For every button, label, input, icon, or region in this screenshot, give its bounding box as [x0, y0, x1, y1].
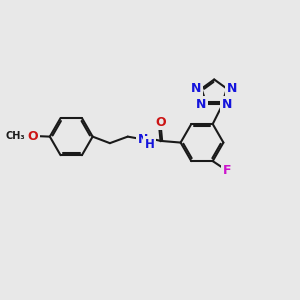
- Text: O: O: [28, 130, 38, 142]
- Text: N: N: [196, 98, 206, 111]
- Text: CH₃: CH₃: [5, 131, 25, 141]
- Text: N: N: [222, 98, 232, 111]
- Text: N: N: [227, 82, 237, 95]
- Text: N: N: [138, 133, 148, 146]
- Text: F: F: [222, 164, 231, 176]
- Text: N: N: [191, 82, 202, 95]
- Text: H: H: [145, 138, 154, 151]
- Text: O: O: [155, 116, 166, 129]
